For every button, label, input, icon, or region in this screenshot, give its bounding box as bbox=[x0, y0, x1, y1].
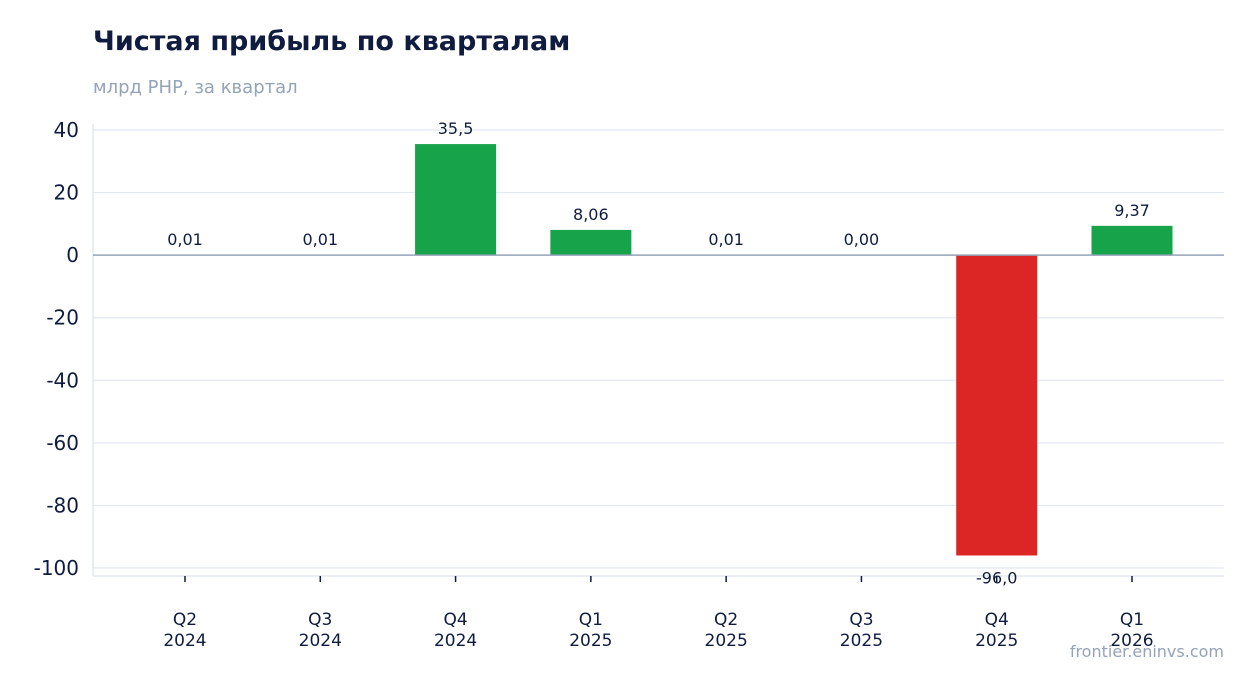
x-tick-label-line: Q3 bbox=[849, 610, 873, 630]
x-tick-label-line: 2024 bbox=[163, 631, 206, 651]
x-tick-label-line: 2024 bbox=[299, 631, 342, 651]
x-tick-label-line: 2025 bbox=[569, 631, 612, 651]
x-tick-label-line: Q2 bbox=[714, 610, 738, 630]
x-tick-label-line: Q3 bbox=[308, 610, 332, 630]
data-label: 35,5 bbox=[438, 119, 474, 138]
y-tick-label: -20 bbox=[46, 306, 79, 330]
x-tick-label: Q2 2024 bbox=[163, 610, 206, 651]
x-tick-label: Q4 2025 bbox=[975, 610, 1018, 651]
y-tick-label: 0 bbox=[66, 243, 79, 267]
x-tick-label-line: Q4 bbox=[985, 610, 1009, 630]
chart-title: Чистая прибыль по кварталам bbox=[93, 26, 571, 57]
x-tick-label: Q3 2025 bbox=[840, 610, 883, 651]
x-tick-label-line: 2025 bbox=[705, 631, 748, 651]
bars bbox=[93, 144, 1224, 556]
data-label: 0,00 bbox=[844, 230, 880, 249]
x-tick-label-line: 2025 bbox=[840, 631, 883, 651]
x-tick-label: Q4 2024 bbox=[434, 610, 477, 651]
data-label: 0,01 bbox=[167, 230, 203, 249]
y-tick-label: -80 bbox=[46, 493, 79, 517]
y-tick-label: -100 bbox=[34, 556, 79, 580]
bar bbox=[550, 229, 632, 256]
x-tick-label-line: Q1 bbox=[1120, 610, 1144, 630]
x-tick-label: Q1 2026 bbox=[1110, 610, 1153, 651]
chart-subtitle: млрд РНР, за квартал bbox=[93, 77, 298, 98]
y-tick-label: 40 bbox=[54, 118, 79, 142]
source-watermark: frontier.eninvs.com bbox=[1069, 642, 1224, 661]
y-tick-label: -60 bbox=[46, 431, 79, 455]
data-label: 8,06 bbox=[573, 205, 609, 224]
x-tick-label-line: Q2 bbox=[173, 610, 197, 630]
x-tick-label-line: 2025 bbox=[975, 631, 1018, 651]
y-tick-label: 20 bbox=[54, 181, 79, 205]
x-tick-label: Q2 2025 bbox=[705, 610, 748, 651]
axes bbox=[92, 124, 1224, 577]
x-tick-label-line: Q1 bbox=[579, 610, 603, 630]
x-tick-label: Q1 2025 bbox=[569, 610, 612, 651]
data-label: 9,37 bbox=[1114, 201, 1150, 220]
bar bbox=[956, 255, 1038, 556]
y-tick-label: -40 bbox=[46, 368, 79, 392]
bar bbox=[415, 144, 497, 256]
data-label: 0,01 bbox=[302, 230, 338, 249]
x-tick-label-line: 2024 bbox=[434, 631, 477, 651]
y-tick-labels: 40 20 0 -20 -40 -60 -80 -100 bbox=[34, 118, 79, 580]
x-tick-label: Q3 2024 bbox=[299, 610, 342, 651]
x-tick-label-line: 2026 bbox=[1110, 631, 1153, 651]
data-label: 0,01 bbox=[708, 230, 744, 249]
grid-lines bbox=[93, 129, 1224, 569]
x-tick-label-line: Q4 bbox=[443, 610, 467, 630]
bar bbox=[1091, 225, 1173, 256]
